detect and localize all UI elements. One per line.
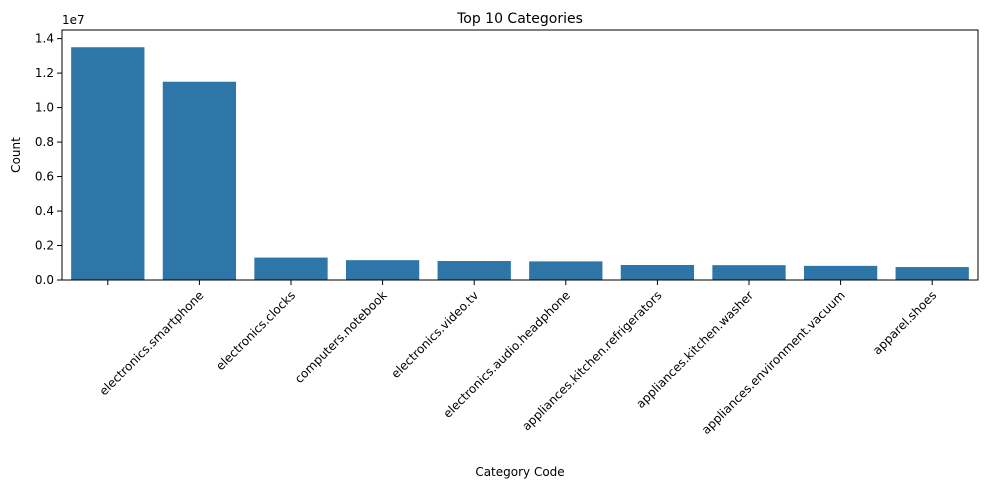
- x-tick-label: appliances.environment.vacuum: [699, 288, 848, 437]
- y-tick-label: 0.6: [35, 170, 54, 184]
- plot-frame: [61, 29, 979, 281]
- y-tick-label: 0.4: [35, 204, 54, 218]
- y-axis-title: Count: [9, 137, 23, 173]
- x-tick-label: electronics.smartphone: [97, 288, 207, 398]
- bar: [803, 265, 878, 280]
- x-tick-label: electronics.video.tv: [389, 288, 482, 381]
- bars-group: [71, 47, 969, 280]
- y-ticks-group: 0.0 0.2 0.4 0.6 0.8 1.0 1.2 1.4: [35, 32, 62, 287]
- bar: [712, 265, 786, 280]
- x-ticks-group: electronics.smartphone electronics.clocks…: [97, 280, 939, 437]
- y-tick-label: 0.2: [35, 239, 54, 253]
- x-axis-title: Category Code: [475, 465, 564, 479]
- y-multiplier-label: 1e7: [62, 13, 85, 27]
- bar: [529, 261, 603, 280]
- y-tick-label: 0.0: [35, 273, 54, 287]
- bar: [345, 260, 420, 280]
- y-tick-label: 1.4: [35, 32, 54, 46]
- bar: [620, 265, 695, 280]
- bar: [254, 257, 328, 280]
- bar: [162, 81, 237, 280]
- x-tick-label: computers.notebook: [292, 288, 390, 386]
- y-tick-label: 1.2: [35, 66, 54, 80]
- bar: [437, 261, 511, 280]
- chart-title: Top 10 Categories: [456, 11, 583, 27]
- bar: [71, 47, 145, 280]
- x-tick-label: apparel.shoes: [870, 288, 939, 357]
- bar: [895, 267, 969, 280]
- x-tick-label: electronics.clocks: [213, 288, 298, 373]
- y-tick-label: 0.8: [35, 135, 54, 149]
- y-tick-label: 1.0: [35, 101, 54, 115]
